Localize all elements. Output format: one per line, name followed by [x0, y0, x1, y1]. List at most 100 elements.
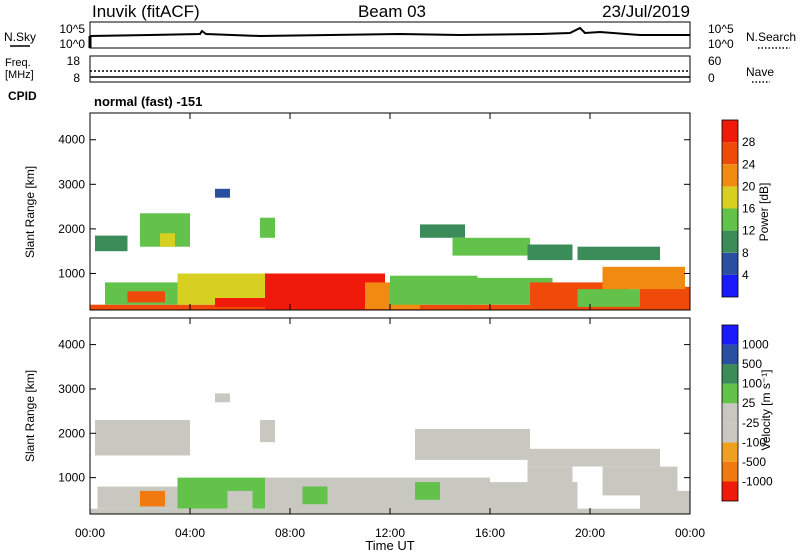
velocity-data-region — [97, 486, 178, 509]
velocity-panel: 1000 2000 3000 4000 Slant Range [km] 1000 50… — [23, 317, 773, 515]
velocity-colorbar-segment — [722, 461, 738, 482]
time-xlabel: Time UT — [365, 538, 414, 553]
power-colorbar-segment — [722, 120, 738, 143]
power-data-region — [160, 233, 175, 247]
power-ylabel: Slant Range [km] — [23, 166, 37, 258]
time-axis: 00:00 04:00 08:00 12:00 16:00 20:00 00:00 — [75, 113, 705, 540]
time-tick-label: 04:00 — [175, 526, 205, 540]
power-ytick-label: 1000 — [58, 266, 85, 280]
velocity-data-region — [302, 486, 328, 505]
power-data-region — [215, 188, 230, 198]
time-tick-label: 00:00 — [675, 526, 705, 540]
time-tick-label: 12:00 — [375, 526, 405, 540]
power-colorbar-tick: 28 — [742, 135, 756, 149]
velocity-colorbar-tick: -25 — [742, 416, 760, 430]
power-data-region — [527, 244, 573, 261]
time-tick-label: 16:00 — [475, 526, 505, 540]
noise-panel: 10^5 10^0 10^5 10^0 N.Sky N.Search — [4, 21, 796, 51]
nave-label: Nave — [746, 65, 774, 79]
power-data-region — [602, 266, 685, 290]
cpid-label: CPID — [8, 89, 37, 103]
nsky-label: N.Sky — [4, 30, 36, 44]
freq-label-line2: [MHz] — [5, 69, 34, 81]
power-data-region — [420, 224, 465, 238]
noise-left-tick-high: 10^5 — [59, 22, 85, 36]
velocity-data-region — [415, 428, 530, 460]
noise-right-tick-high: 10^5 — [708, 22, 734, 36]
velocity-colorbar-tick: 500 — [742, 357, 762, 371]
power-data-region — [95, 235, 128, 252]
velocity-data-region — [490, 482, 578, 514]
power-colorbar-tick: 24 — [742, 157, 756, 171]
velocity-colorbar-tick: -100 — [742, 435, 766, 449]
velocity-colorbar-segment — [722, 442, 738, 462]
velocity-data-region — [95, 420, 190, 456]
velocity-data-region — [527, 466, 573, 487]
velocity-colorbar-segment — [722, 403, 738, 423]
velocity-data-region — [260, 420, 275, 443]
velocity-data-region — [140, 490, 165, 507]
power-data-region — [577, 246, 660, 261]
power-ytick-label: 3000 — [58, 177, 85, 191]
power-data-region — [127, 291, 165, 303]
velocity-colorbar-segment — [722, 344, 738, 365]
velocity-colorbar-label: Velocity [m s⁻¹] — [759, 369, 773, 450]
time-tick-label: 00:00 — [75, 526, 105, 540]
power-colorbar-segment — [722, 186, 738, 209]
freq-left-tick-high: 18 — [67, 54, 81, 68]
nsearch-label: N.Search — [746, 30, 796, 44]
velocity-ytick-label: 2000 — [58, 426, 85, 440]
power-colorbar-segment — [722, 230, 738, 253]
power-colorbar-tick: 12 — [742, 224, 756, 238]
power-colorbar-segment — [722, 274, 738, 297]
time-tick-label: 20:00 — [575, 526, 605, 540]
velocity-data-region — [215, 393, 230, 403]
power-ytick-label: 4000 — [58, 133, 85, 147]
velocity-ytick-label: 3000 — [58, 382, 85, 396]
power-data-region — [577, 289, 640, 307]
power-colorbar-tick: 4 — [742, 268, 749, 282]
velocity-colorbar-segment — [722, 325, 738, 345]
frequency-panel: 18 8 60 0 Freq. [MHz] Nave — [5, 54, 774, 85]
velocity-colorbar-tick: 1000 — [742, 338, 769, 352]
station-title: Inuvik (fitACF) — [92, 2, 200, 21]
power-panel: 1000 2000 3000 4000 Slant Range [km] 4 8 12 16… — [23, 112, 771, 311]
noise-right-tick-low: 10^0 — [708, 37, 734, 51]
cpid-value: normal (fast) -151 — [94, 94, 202, 109]
noise-left-tick-low: 10^0 — [59, 37, 85, 51]
power-colorbar-segment — [722, 208, 738, 231]
velocity-data-region — [527, 448, 660, 467]
nsky-trace — [89, 26, 690, 38]
power-colorbar-label: Power [dB] — [757, 183, 771, 242]
power-data-region — [215, 298, 265, 307]
velocity-colorbar-tick: -500 — [742, 455, 766, 469]
velocity-data-region — [602, 466, 678, 496]
power-data-region — [390, 275, 478, 305]
velocity-colorbar-segment — [722, 481, 738, 501]
velocity-ytick-label: 1000 — [58, 471, 85, 485]
velocity-colorbar-segment — [722, 383, 738, 404]
velocity-colorbar-tick: 100 — [742, 377, 762, 391]
power-data-region — [640, 286, 690, 307]
power-colorbar-segment — [722, 252, 738, 275]
date-title: 23/Jul/2019 — [602, 2, 690, 21]
power-data-region — [260, 217, 275, 238]
velocity-colorbar-tick: -1000 — [742, 474, 773, 488]
freq-label-line1: Freq. — [5, 57, 31, 69]
power-colorbar-tick: 8 — [742, 246, 749, 260]
power-colorbar-tick: 20 — [742, 179, 756, 193]
freq-right-tick-high: 60 — [708, 54, 722, 68]
velocity-colorbar-tick: 25 — [742, 396, 756, 410]
velocity-ylabel: Slant Range [km] — [23, 370, 37, 462]
power-data-region — [452, 237, 530, 256]
power-colorbar-frame — [721, 119, 739, 298]
velocity-colorbar-segment — [722, 364, 738, 384]
velocity-colorbar-segment — [722, 422, 738, 443]
velocity-ytick-label: 4000 — [58, 338, 85, 352]
power-colorbar-tick: 16 — [742, 202, 756, 216]
velocity-data-region — [415, 482, 440, 500]
power-colorbar-segment — [722, 164, 738, 187]
freq-left-tick-low: 8 — [73, 71, 80, 85]
beam-title: Beam 03 — [358, 2, 426, 21]
